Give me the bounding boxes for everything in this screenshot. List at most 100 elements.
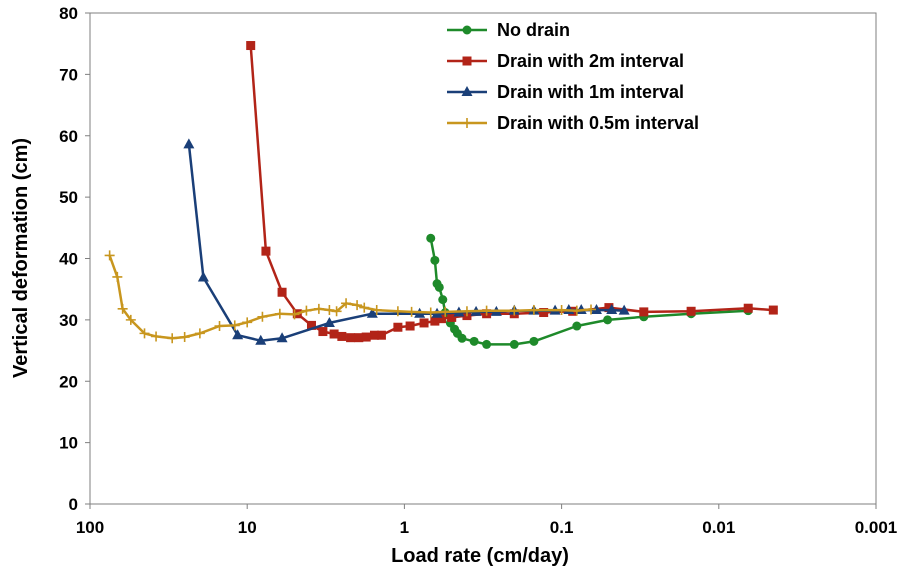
y-tick-label: 70 — [59, 65, 78, 84]
data-point — [229, 320, 240, 331]
legend-item: Drain with 1m interval — [447, 82, 684, 102]
x-tick-label: 100 — [76, 518, 104, 537]
data-point — [361, 332, 371, 342]
data-point — [242, 317, 253, 328]
data-point — [392, 306, 403, 317]
data-point — [313, 303, 324, 314]
data-point — [539, 308, 549, 318]
legend-marker — [461, 86, 473, 96]
data-point — [393, 322, 403, 332]
data-point — [197, 271, 209, 282]
data-point — [430, 255, 440, 265]
data-point — [179, 332, 190, 343]
data-point — [606, 304, 618, 315]
data-point — [274, 308, 285, 319]
x-tick-label: 0.001 — [855, 518, 898, 537]
data-point — [257, 311, 268, 322]
data-point — [419, 318, 429, 328]
legend-marker — [462, 118, 472, 128]
legend-label: No drain — [497, 20, 570, 40]
data-point — [618, 304, 630, 315]
x-tick-label: 0.1 — [550, 518, 574, 537]
data-point — [112, 271, 123, 282]
data-point — [440, 306, 451, 317]
data-point — [768, 305, 778, 315]
series-drain-with-0-5m-interval — [104, 250, 597, 344]
data-point — [743, 303, 753, 313]
y-tick-label: 40 — [59, 250, 78, 269]
x-tick-label: 10 — [238, 518, 257, 537]
data-point — [337, 331, 347, 341]
legend-label: Drain with 2m interval — [497, 51, 684, 71]
data-point — [590, 304, 602, 315]
data-point — [461, 306, 472, 317]
series-line — [108, 254, 592, 340]
legend-item: Drain with 2m interval — [447, 51, 684, 71]
data-point — [457, 333, 467, 343]
data-point — [686, 306, 696, 316]
data-point — [586, 304, 597, 315]
data-point — [323, 316, 335, 327]
series-layer — [104, 41, 778, 349]
data-point — [261, 246, 271, 256]
data-point — [369, 330, 379, 340]
data-point — [603, 315, 613, 325]
data-point — [572, 321, 582, 331]
data-point — [481, 305, 492, 316]
y-tick-label: 20 — [59, 372, 78, 391]
data-point — [289, 309, 300, 320]
y-tick-label: 10 — [59, 434, 78, 453]
legend-marker — [462, 56, 472, 66]
data-point — [359, 302, 370, 313]
y-tick-label: 0 — [69, 495, 78, 514]
data-point — [246, 41, 256, 51]
data-point — [232, 329, 244, 340]
data-point — [214, 321, 225, 332]
legend-marker — [462, 25, 472, 35]
data-point — [352, 300, 363, 311]
data-point — [571, 305, 582, 316]
data-point — [354, 333, 364, 343]
data-point — [434, 282, 444, 292]
data-point — [306, 320, 316, 330]
data-point — [438, 295, 448, 305]
data-point — [324, 305, 335, 316]
data-point — [469, 336, 479, 346]
x-tick-label: 1 — [400, 518, 409, 537]
data-point — [329, 329, 339, 339]
y-tick-label: 50 — [59, 188, 78, 207]
data-point — [117, 303, 128, 314]
data-point — [167, 333, 178, 344]
data-point — [276, 332, 288, 343]
data-point — [528, 305, 539, 316]
data-point — [426, 233, 436, 243]
data-point — [255, 334, 267, 345]
data-point — [104, 250, 115, 261]
y-tick-label: 80 — [59, 4, 78, 23]
data-point — [509, 339, 519, 349]
legend: No drain Drain with 2m interval Drain with… — [447, 20, 699, 133]
y-tick-label: 30 — [59, 311, 78, 330]
data-point — [482, 339, 492, 349]
data-point — [509, 305, 520, 316]
data-point — [371, 305, 382, 316]
data-point — [301, 305, 312, 316]
x-axis: 100 10 1 0.1 0.01 0.001 — [76, 504, 897, 537]
data-point — [139, 328, 150, 339]
plot-area — [89, 12, 877, 505]
data-point — [318, 327, 328, 337]
data-point — [437, 314, 447, 324]
data-point — [277, 287, 287, 297]
data-point — [366, 307, 378, 318]
data-point — [406, 306, 417, 317]
data-point — [556, 305, 567, 316]
data-point — [341, 298, 352, 309]
data-point — [447, 312, 457, 322]
data-point — [125, 314, 136, 325]
data-point — [151, 331, 162, 342]
y-tick-label: 60 — [59, 127, 78, 146]
data-point — [604, 303, 614, 313]
data-point — [430, 316, 440, 326]
data-point — [376, 330, 386, 340]
